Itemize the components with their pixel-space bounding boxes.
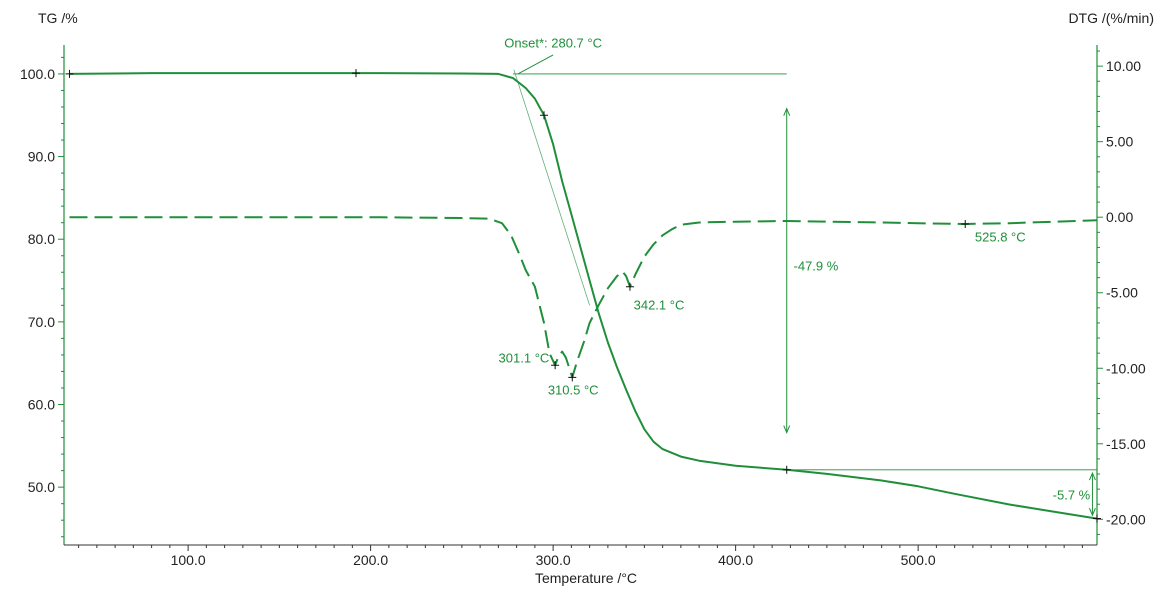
annotation-label: 525.8 °C [975,230,1026,245]
annotation-label: -47.9 % [794,259,839,274]
annotation-label: 301.1 °C [499,350,550,365]
dtg-series-line [69,216,1098,379]
left-tick-label: 60.0 [28,397,55,413]
x-axis-title: Temperature /°C [534,570,638,586]
point-marker [1093,514,1101,523]
x-tick-label: 300.0 [536,552,571,568]
annotation-label: 310.5 °C [548,383,599,398]
arrow-head-down [783,425,791,434]
point-marker [65,69,74,78]
annotation-label: Onset*: 280.7 °C [504,35,602,50]
tangent-line [513,69,591,306]
left-axis-title: TG /% [38,10,78,26]
x-tick-label: 500.0 [901,552,936,568]
left-tick-label: 50.0 [28,479,55,495]
arrow-head-up [1088,471,1096,481]
point-marker [352,69,361,78]
right-tick-label: 5.00 [1106,134,1133,150]
point-marker [551,361,560,370]
left-tick-label: 70.0 [28,314,55,330]
x-tick-label: 400.0 [718,552,753,568]
right-tick-label: -20.00 [1106,511,1146,527]
x-tick-label: 200.0 [353,552,388,568]
annotation-label: 342.1 °C [634,297,685,312]
double-arrow [783,107,791,434]
reference-line [517,54,554,75]
arrow-head-down [1088,508,1096,517]
right-tick-label: -5.00 [1106,285,1138,301]
right-tick-label: -10.00 [1106,360,1146,376]
right-axis-title: DTG /(%/min) [1068,10,1154,26]
arrow-head-up [783,107,791,116]
point-marker [625,282,634,291]
x-tick-label: 100.0 [171,552,206,568]
annotation-label: -5.7 % [1053,488,1091,503]
point-marker [961,220,970,229]
right-tick-label: -15.00 [1106,436,1146,452]
left-tick-label: 90.0 [28,149,55,165]
right-tick-label: 10.00 [1106,58,1141,74]
left-tick-label: 100.0 [20,66,55,82]
left-tick-label: 80.0 [28,231,55,247]
double-arrow [1088,471,1096,517]
tg-series-line [69,72,1098,520]
point-marker [568,373,577,382]
point-marker [539,111,548,120]
right-tick-label: 0.00 [1106,209,1133,225]
point-marker [782,465,791,474]
